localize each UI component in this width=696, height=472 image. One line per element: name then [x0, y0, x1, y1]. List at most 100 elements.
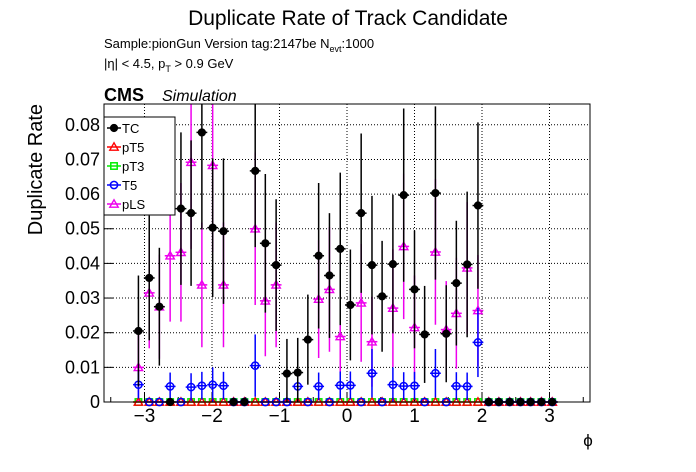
x-tick-label: 1 [409, 406, 420, 427]
point-tc [145, 273, 154, 283]
point-t5 [208, 380, 218, 390]
point-tc [314, 251, 323, 260]
point-tc [261, 239, 270, 248]
point-tc [473, 201, 483, 210]
point-t5 [197, 381, 207, 391]
point-t5 [410, 381, 419, 391]
info-line-2-sub: T [165, 64, 171, 74]
point-tc [155, 302, 164, 311]
point-pls [164, 250, 176, 260]
point-tc [388, 259, 397, 269]
point-tc [186, 209, 196, 218]
y-tick-label: 0.01 [65, 357, 100, 377]
legend-entry-pls: pLS [107, 197, 145, 212]
series-tc [133, 104, 558, 407]
point-tc [293, 368, 302, 377]
point-tc [442, 329, 451, 338]
legend: TC pT5 pT3 T5 pLS [103, 116, 176, 216]
series-pls [133, 104, 558, 406]
point-t5 [219, 381, 228, 391]
y-tick-label: 0 [90, 392, 100, 412]
legend-label-pt5: pT5 [122, 140, 144, 155]
point-tc [452, 279, 461, 288]
point-tc [176, 204, 186, 213]
legend-label-t5: T5 [122, 178, 137, 193]
series-t5 [133, 307, 558, 407]
point-t5 [388, 380, 398, 390]
point-t5 [431, 368, 440, 378]
point-t5 [452, 381, 461, 391]
legend-marker-pt5 [108, 141, 120, 151]
legend-marker-t5 [109, 180, 119, 190]
point-tc [134, 326, 143, 336]
point-t5 [250, 361, 260, 370]
point-t5 [186, 382, 196, 392]
x-tick-label: 0 [342, 406, 353, 427]
x-tick-label: −3 [134, 406, 156, 427]
point-tc [272, 261, 281, 270]
point-tc [336, 244, 345, 253]
legend-marker-tc [109, 123, 119, 133]
point-t5 [367, 368, 377, 378]
y-tick-label: 0.08 [65, 115, 100, 135]
chart-title: Duplicate Rate of Track Candidate [188, 7, 508, 30]
y-tick-label: 0.07 [65, 149, 100, 169]
point-tc [463, 260, 472, 269]
point-pls [196, 279, 208, 289]
info-line-1: Sample:pionGun Version tag:2147be Nevt:1… [104, 36, 374, 54]
info-line-2-prefix: |η| < 4.5, p [104, 56, 165, 71]
y-tick-label: 0.02 [65, 323, 100, 343]
point-tc [219, 227, 228, 236]
point-t5 [314, 382, 323, 391]
point-tc [208, 223, 217, 232]
legend-entry-pt3: pT3 [107, 159, 144, 174]
point-tc [410, 285, 419, 294]
info-line-2: |η| < 4.5, pT > 0.9 GeV [104, 56, 234, 74]
info-line-2-suffix: > 0.9 GeV [171, 56, 234, 71]
y-axis-label: Duplicate Rate [25, 104, 47, 235]
legend-label-pt3: pT3 [122, 159, 144, 174]
point-pls [355, 297, 367, 307]
info-line-1-sub: evt [330, 44, 343, 54]
x-axis-label: ϕ [583, 431, 593, 450]
point-t5 [399, 381, 409, 391]
point-tc [367, 261, 377, 270]
point-tc [378, 292, 387, 301]
legend-entry-pt5: pT5 [107, 140, 144, 155]
point-t5 [346, 381, 355, 390]
axis-ticks: −3 −2 −1 0 1 2 3 0 0.01 0.02 0.03 0.04 0.05 0.06 0.07 0… [65, 115, 584, 427]
legend-label-tc: TC [122, 121, 139, 136]
simulation-label: Simulation [162, 88, 237, 105]
plot-frame [103, 103, 591, 403]
legend-marker-pt3 [110, 162, 118, 170]
legend-label-pls: pLS [122, 197, 145, 212]
point-tc [282, 369, 292, 378]
point-tc [420, 330, 429, 339]
point-t5 [165, 382, 175, 391]
point-tc [346, 300, 355, 310]
legend-entry-tc: TC [107, 121, 139, 136]
info-line-1-prefix: Sample:pionGun Version tag:2147be N [104, 36, 330, 51]
x-tick-label: −1 [269, 406, 291, 427]
y-tick-label: 0.06 [65, 184, 100, 204]
point-tc [197, 128, 206, 137]
x-tick-label: 3 [544, 406, 555, 427]
y-tick-label: 0.05 [65, 219, 100, 239]
point-t5 [473, 338, 483, 347]
data-points [133, 104, 558, 407]
point-pls [334, 330, 346, 341]
legend-entry-t5: T5 [107, 178, 137, 193]
info-line-1-suffix: :1000 [342, 36, 375, 51]
point-tc [325, 271, 334, 280]
y-tick-label: 0.04 [65, 253, 100, 273]
point-pls [366, 336, 378, 346]
point-t5 [462, 382, 472, 391]
point-tc [431, 188, 440, 198]
point-tc [251, 166, 260, 175]
grid [104, 104, 590, 402]
x-tick-label: −2 [201, 406, 223, 427]
point-tc [399, 191, 408, 200]
legend-marker-pls [108, 198, 120, 208]
point-tc [357, 209, 366, 218]
